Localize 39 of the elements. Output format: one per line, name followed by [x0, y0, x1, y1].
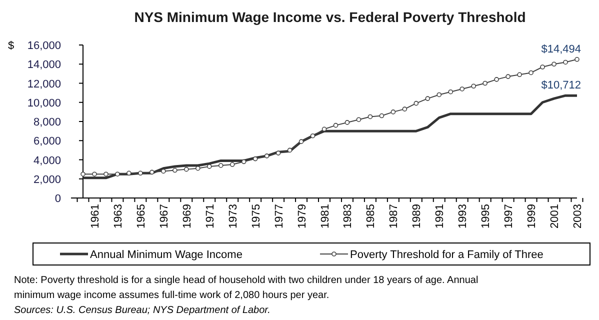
- x-tick-label: 1979: [296, 204, 308, 228]
- x-tick-label: 1995: [480, 204, 492, 228]
- x-tick-label: 1997: [503, 204, 516, 228]
- y-tick-label: 16,000: [27, 40, 61, 52]
- y-tick-label: 2,000: [33, 174, 61, 186]
- x-tick-label: 2001: [549, 204, 562, 228]
- chart-title: NYS Minimum Wage Income vs. Federal Poverty Threshold: [134, 9, 526, 25]
- y-tick-label: 12,000: [27, 78, 61, 90]
- y-tick-label: 8,000: [33, 116, 61, 128]
- x-tick-label: 1963: [112, 204, 124, 228]
- x-tick-label: 1965: [135, 204, 148, 228]
- x-tick-label: 1981: [319, 204, 332, 228]
- x-tick-label: 1991: [434, 204, 446, 228]
- x-tick-label: 1969: [181, 204, 194, 228]
- legend-label: Poverty Threshold for a Family of Three: [350, 249, 544, 261]
- x-tick-label: 1971: [204, 204, 216, 228]
- x-tick-label: 1987: [388, 204, 400, 228]
- y-tick-label: 4,000: [33, 154, 61, 167]
- x-tick-label: 1993: [457, 204, 470, 228]
- source-note: Sources: U.S. Census Bureau; NYS Department of Labor.: [14, 305, 270, 316]
- text: Note: Poverty threshold is for a single head of household with two children under 18 years of age. Annual minimum wage income assumes full-time work of 2,080 hours per year.: [14, 275, 478, 301]
- x-tick-label: 1967: [158, 204, 170, 228]
- y-tick-label: 6,000: [33, 136, 61, 148]
- y-tick-label: 10,000: [27, 97, 61, 110]
- x-tick-label: 1985: [365, 204, 378, 228]
- x-tick-label: 2003: [572, 204, 584, 228]
- data-label: $14,494: [541, 43, 581, 56]
- x-tick-label: 1989: [411, 204, 424, 228]
- y-tick-label: 14,000: [27, 59, 61, 72]
- x-tick-label: 1977: [273, 204, 286, 228]
- data-label: $10,712: [541, 80, 581, 92]
- x-tick-label: 1961: [89, 204, 102, 228]
- x-tick-label: 1999: [526, 204, 538, 228]
- y-axis-title: $: [8, 40, 14, 52]
- legend-label: Annual Minimum Wage Income: [90, 249, 242, 261]
- x-tick-label: 1973: [227, 204, 240, 228]
- y-tick-label: 0: [54, 193, 61, 205]
- x-tick-label: 1983: [342, 204, 354, 228]
- x-tick-label: 1975: [250, 204, 262, 228]
